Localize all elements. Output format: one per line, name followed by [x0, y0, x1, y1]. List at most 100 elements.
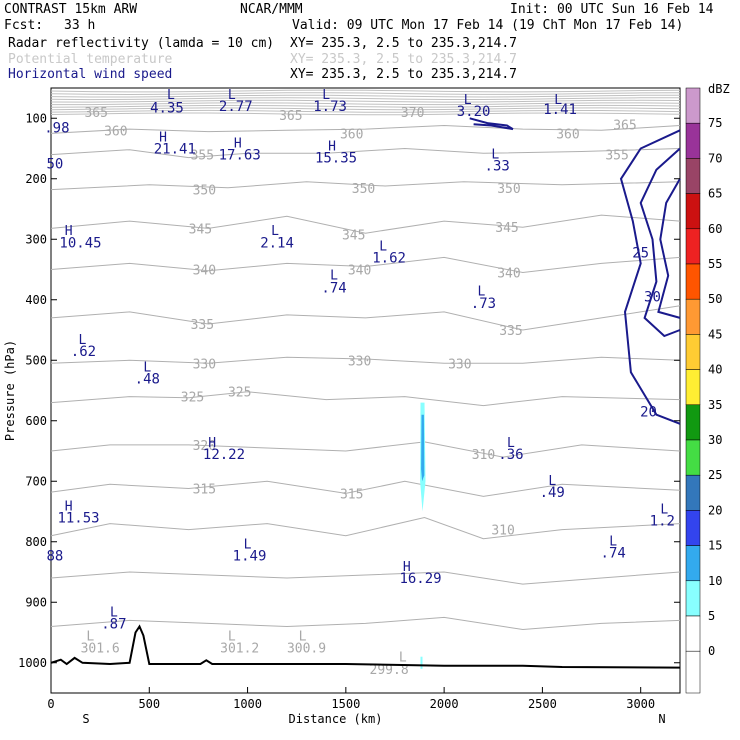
- colorbar-swatch: [685, 228, 701, 265]
- low-marker: L: [330, 268, 338, 283]
- theta-label: 330: [448, 357, 471, 372]
- theta-label: 350: [497, 182, 520, 197]
- x-tick-label: 1000: [233, 697, 262, 711]
- theta-contour-line: [50, 305, 681, 331]
- wind-speed-label: 1.49: [233, 549, 267, 565]
- colorbar-tick-label: 30: [708, 433, 722, 447]
- colorbar-tick-label: 50: [708, 292, 722, 306]
- colorbar-swatch: [685, 193, 701, 230]
- low-marker: L: [167, 88, 175, 103]
- theta-contour-line: [50, 147, 681, 159]
- low-marker: L: [399, 651, 407, 666]
- stratosphere-theta-line: [50, 99, 681, 103]
- high-marker: H: [328, 139, 336, 154]
- wind-speed-label: 21.41: [154, 142, 196, 158]
- y-tick-label: 200: [25, 172, 47, 186]
- theta-label: 360: [340, 127, 363, 142]
- field-name-reflectivity: Radar reflectivity (lamda = 10 cm): [8, 36, 274, 51]
- theta-contour-line: [50, 391, 681, 407]
- y-tick-label: 500: [25, 353, 47, 367]
- colorbar-swatch: [685, 87, 701, 124]
- theta-label: 299.8: [370, 663, 409, 678]
- low-marker: L: [79, 333, 87, 348]
- theta-label: 340: [193, 264, 216, 279]
- theta-contour-line: [50, 356, 681, 364]
- theta-labels: 365 370 365 365 360 360 360 355 355 350 350 350 345 3…: [81, 106, 637, 678]
- theta-label: 345: [342, 228, 365, 243]
- theta-label: 365: [84, 106, 107, 121]
- theta-contour-line: [50, 124, 681, 134]
- theta-contour-line: [50, 571, 681, 585]
- colorbar-swatch: [685, 545, 701, 582]
- stratosphere-theta-line: [50, 109, 681, 113]
- theta-label: 340: [348, 264, 371, 279]
- wind-speed-label: .62: [71, 344, 96, 360]
- wind-speed-label: 15.35: [315, 151, 357, 167]
- colorbar-swatch: [685, 510, 701, 546]
- y-tick-label: 100: [25, 111, 47, 125]
- theta-label: 310: [472, 448, 495, 463]
- theta-label: 345: [495, 221, 518, 236]
- axes: 100 200 300 400 500 600 700 800 900 1000 0 500 1000 1…: [3, 111, 680, 726]
- theta-label: 365: [279, 109, 302, 124]
- wind-speed-label: .73: [471, 296, 496, 312]
- wind-speed-label: 4.35: [150, 100, 184, 116]
- x-tick-label: 500: [138, 697, 160, 711]
- stratosphere-theta-line: [50, 104, 681, 108]
- field-xy-theta: XY= 235.3, 2.5 to 235.3,214.7: [290, 52, 517, 67]
- low-marker: L: [86, 630, 94, 645]
- wind-contour-line: [657, 178, 681, 319]
- theta-label: 370: [401, 106, 424, 121]
- wind-speed-label: 2.14: [260, 235, 294, 251]
- colorbar-tick-label: 55: [708, 257, 722, 271]
- wind-speed-label: .36: [498, 447, 523, 463]
- colorbar-swatch: [685, 404, 701, 441]
- theta-contour-line: [50, 516, 681, 540]
- stratosphere-theta-line: [51, 102, 681, 106]
- stratosphere-theta-line: [50, 112, 681, 116]
- low-marker: L: [507, 436, 515, 451]
- theta-label: 301.2: [220, 642, 259, 657]
- y-tick-label: 700: [25, 474, 47, 488]
- wind-speed-label: 10.45: [59, 235, 101, 251]
- wind-speed-label: .48: [135, 371, 160, 387]
- wind-speed-label: .49: [540, 485, 565, 501]
- low-marker: L: [322, 88, 330, 103]
- wind-speed-label: .98: [44, 120, 69, 136]
- wind-speed-label: 50: [47, 157, 64, 173]
- colorbar-tick-label: 40: [708, 363, 722, 377]
- low-marker: L: [228, 88, 236, 103]
- colorbar-tick-label: 10: [708, 574, 722, 588]
- theta-label: 320: [193, 439, 216, 454]
- colorbar-swatch: [685, 439, 701, 476]
- theta-contours: [50, 124, 681, 631]
- theta-label: 325: [228, 386, 251, 401]
- wind-speed-label: 25: [632, 246, 649, 262]
- theta-label: 300.9: [287, 642, 326, 657]
- header-org: NCAR/MMM: [240, 2, 303, 17]
- colorbar-tick-label: 45: [708, 327, 722, 341]
- y-tick-label: 1000: [18, 656, 47, 670]
- wind-speed-label: 11.53: [57, 511, 99, 527]
- x-axis-label: Distance (km): [289, 712, 383, 726]
- colorbar-swatch: [685, 263, 701, 300]
- colorbar-swatch: [685, 474, 701, 511]
- high-marker: H: [208, 436, 216, 451]
- wind-speed-label: .33: [485, 158, 510, 174]
- theta-label: 365: [613, 118, 636, 133]
- wind-speed-label: 3.20: [457, 104, 491, 120]
- theta-label: 355: [191, 149, 214, 164]
- high-marker: H: [65, 499, 73, 514]
- theta-label: 360: [556, 127, 579, 142]
- theta-contour-line: [50, 441, 681, 458]
- stratosphere-theta-line: [50, 94, 681, 98]
- wind-contour-line: [639, 147, 681, 338]
- y-tick-label: 400: [25, 293, 47, 307]
- theta-contour-line: [50, 181, 681, 191]
- field-xy-reflectivity: XY= 235.3, 2.5 to 235.3,214.7: [290, 36, 517, 51]
- wind-labels: .98 4.35 2.77 1.73 3.20 1.41 21.41 17.63 15.35 .3…: [44, 88, 675, 666]
- theta-label: 330: [193, 357, 216, 372]
- colorbar-tick-label: 15: [708, 539, 722, 553]
- wind-speed-label: 20: [640, 405, 657, 421]
- wind-speed-label: 12.22: [203, 447, 245, 463]
